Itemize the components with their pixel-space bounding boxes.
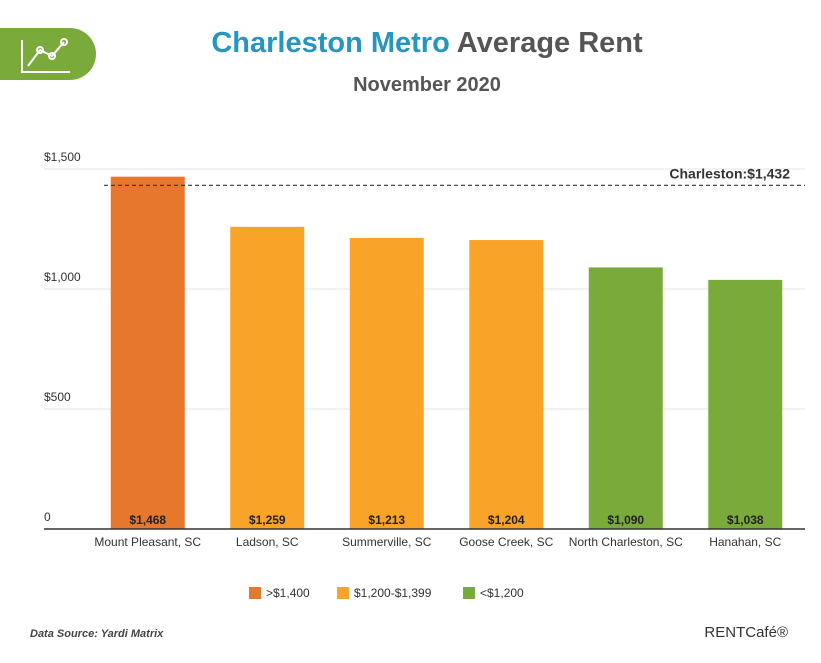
- x-tick-label: North Charleston, SC: [568, 535, 683, 549]
- x-tick-label: Hanahan, SC: [709, 535, 782, 549]
- value-label: $1,204: [488, 513, 525, 527]
- legend-label: <$1,200: [480, 586, 524, 600]
- value-label: $1,468: [129, 513, 166, 527]
- chart-subtitle: November 2020: [353, 74, 501, 96]
- value-label: $1,259: [249, 513, 286, 527]
- y-tick-label: $1,000: [44, 270, 81, 284]
- x-tick-label: Summerville, SC: [342, 535, 432, 549]
- source: Data Source: Yardi Matrix: [30, 628, 164, 640]
- legend-swatch: [463, 587, 475, 599]
- value-label: $1,090: [607, 513, 644, 527]
- reference-label: Charleston:$1,432: [669, 165, 790, 181]
- title-rest: Average Rent: [457, 27, 643, 59]
- value-label: $1,038: [727, 513, 764, 527]
- legend-label: >$1,400: [266, 586, 310, 600]
- title-highlight: Charleston Metro: [211, 27, 449, 59]
- brand: RENTCafé®: [704, 624, 788, 641]
- x-tick-label: Mount Pleasant, SC: [94, 535, 202, 549]
- bar: [110, 176, 185, 529]
- y-tick-label: $1,500: [44, 150, 81, 164]
- bar: [349, 237, 424, 529]
- x-tick-label: Goose Creek, SC: [459, 535, 554, 549]
- legend-swatch: [337, 587, 349, 599]
- legend-swatch: [249, 587, 261, 599]
- bar: [230, 226, 305, 529]
- y-tick-label: 0: [44, 510, 51, 524]
- bar: [469, 240, 544, 530]
- logo-icon: [21, 38, 70, 73]
- x-tick-label: Ladson, SC: [235, 535, 299, 549]
- y-tick-label: $500: [44, 390, 71, 404]
- chart-title: Charleston Metro Average Rent: [211, 27, 643, 59]
- value-label: $1,213: [368, 513, 405, 527]
- legend-label: $1,200-$1,399: [354, 586, 432, 600]
- bar: [588, 267, 663, 529]
- bar: [708, 279, 783, 529]
